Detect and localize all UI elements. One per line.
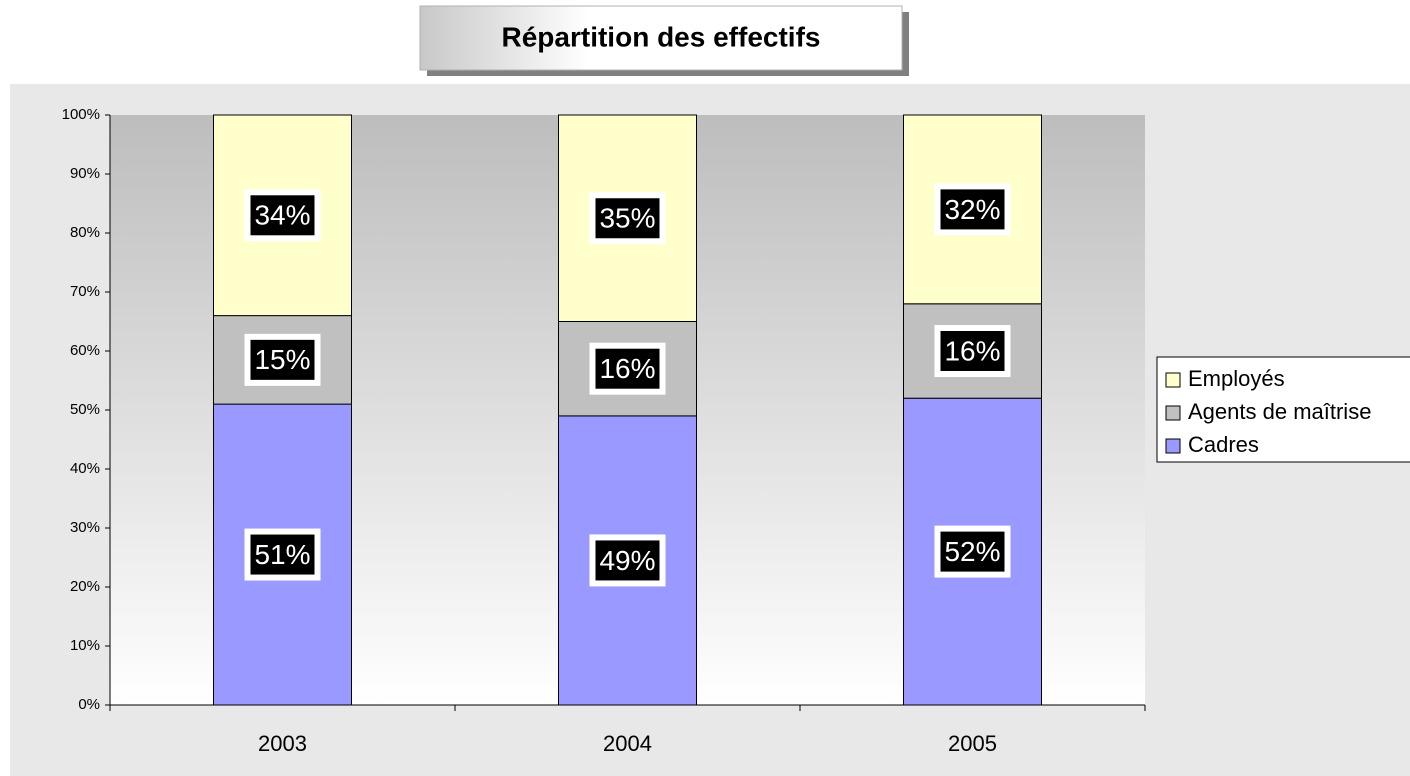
legend-label: Employés — [1188, 366, 1285, 391]
legend-swatch — [1165, 372, 1181, 388]
y-tick-label: 40% — [70, 460, 100, 477]
x-tick-label: 2005 — [948, 731, 997, 756]
label-box — [934, 525, 1011, 578]
label-box — [589, 192, 666, 245]
y-tick-label: 90% — [70, 165, 100, 182]
label-box — [244, 189, 321, 242]
y-tick-label: 30% — [70, 519, 100, 536]
y-tick-label: 0% — [78, 696, 100, 713]
data-label: 49% — [599, 545, 655, 576]
legend-box — [1156, 356, 1410, 463]
label-box — [934, 183, 1011, 236]
y-tick-label: 60% — [70, 342, 100, 359]
label-box — [589, 342, 666, 395]
x-tick-label: 2003 — [258, 731, 307, 756]
label-box — [589, 534, 666, 587]
legend-swatch — [1165, 405, 1181, 421]
data-label: 16% — [599, 353, 655, 384]
legend-label: Cadres — [1188, 432, 1259, 457]
y-tick-label: 20% — [70, 578, 100, 595]
title-box — [419, 5, 903, 71]
legend-label: Agents de maîtrise — [1188, 399, 1371, 424]
data-label: 16% — [944, 335, 1000, 366]
y-tick-label: 70% — [70, 283, 100, 300]
data-label: 32% — [944, 194, 1000, 225]
chart-title: Répartition des effectifs — [502, 21, 821, 52]
data-label: 52% — [944, 536, 1000, 567]
label-box — [934, 325, 1011, 377]
y-tick-label: 10% — [70, 637, 100, 654]
data-label: 34% — [254, 200, 310, 231]
y-tick-label: 100% — [62, 106, 100, 123]
label-box — [244, 528, 321, 581]
y-tick-label: 50% — [70, 401, 100, 418]
label-box — [244, 333, 321, 386]
y-tick-label: 80% — [70, 224, 100, 241]
data-label: 51% — [254, 539, 310, 570]
data-label: 35% — [599, 203, 655, 234]
x-tick-label: 2004 — [603, 731, 652, 756]
data-label: 15% — [254, 344, 310, 375]
legend-swatch — [1165, 438, 1181, 454]
